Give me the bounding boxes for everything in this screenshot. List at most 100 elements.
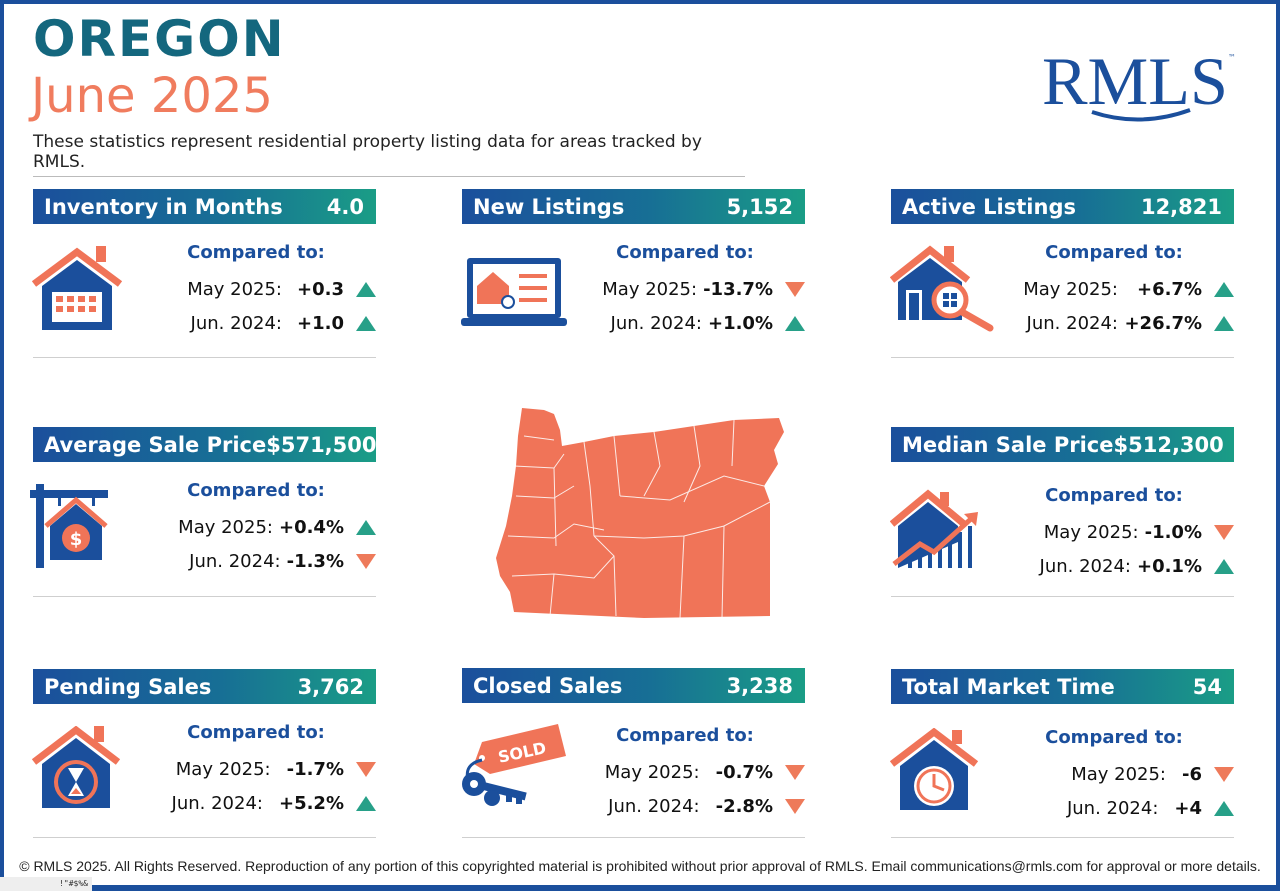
down-arrow-icon bbox=[785, 798, 805, 814]
rmls-logo: RMLS ™ bbox=[1042, 44, 1236, 122]
divider bbox=[462, 837, 805, 838]
page-description: These statistics represent residential p… bbox=[33, 132, 745, 177]
comparison-period: May 2025: bbox=[175, 758, 271, 780]
down-arrow-icon bbox=[785, 281, 805, 297]
closed-sales-header: Closed Sales 3,238 bbox=[462, 668, 805, 703]
comparison-row: May 2025: +6.7% bbox=[994, 272, 1234, 306]
comparison-change: +1.0% bbox=[707, 312, 773, 334]
average-sale-price-comparison: Compared to: May 2025: +0.4% Jun. 2024: -1… bbox=[136, 480, 376, 578]
house-hourglass-icon bbox=[32, 726, 120, 808]
up-arrow-icon bbox=[356, 315, 376, 331]
comparison-period: May 2025: bbox=[604, 761, 700, 783]
closed-sales-comparison: Compared to: May 2025: -0.7% Jun. 2024: -2… bbox=[565, 725, 805, 823]
trademark-symbol: ™ bbox=[1228, 53, 1236, 62]
house-calendar-icon bbox=[32, 246, 122, 330]
up-arrow-icon bbox=[1214, 315, 1234, 331]
comparison-row: May 2025: +0.3 bbox=[136, 272, 376, 306]
comparison-change: -13.7% bbox=[703, 278, 773, 300]
up-arrow-icon bbox=[1214, 800, 1234, 816]
comparison-row: Jun. 2024: +1.0% bbox=[565, 306, 805, 340]
active-listings-label: Active Listings bbox=[902, 194, 1076, 219]
new-listings-comparison: Compared to: May 2025: -13.7% Jun. 2024: +… bbox=[565, 242, 805, 340]
up-arrow-icon bbox=[356, 281, 376, 297]
comparison-row: May 2025: -1.0% bbox=[994, 515, 1234, 549]
down-arrow-icon bbox=[785, 764, 805, 780]
rmls-logo-text: RMLS bbox=[1042, 44, 1228, 119]
comparison-row: May 2025: +0.4% bbox=[136, 510, 376, 544]
compared-to-label: Compared to: bbox=[1045, 727, 1183, 748]
comparison-row: May 2025: -1.7% bbox=[136, 752, 376, 786]
comparison-row: Jun. 2024: -2.8% bbox=[565, 789, 805, 823]
new-listings-header: New Listings 5,152 bbox=[462, 189, 805, 224]
compared-to-label: Compared to: bbox=[1045, 242, 1183, 263]
median-sale-price-label: Median Sale Price bbox=[902, 432, 1114, 457]
comparison-period: Jun. 2024: bbox=[171, 792, 263, 814]
divider bbox=[891, 357, 1234, 358]
compared-to-label: Compared to: bbox=[187, 242, 325, 263]
pending-sales-comparison: Compared to: May 2025: -1.7% Jun. 2024: +5… bbox=[136, 722, 376, 820]
house-clock-icon bbox=[890, 728, 978, 810]
house-magnifier-icon bbox=[890, 245, 994, 332]
comparison-change: +6.7% bbox=[1136, 278, 1202, 300]
comparison-row: Jun. 2024: +26.7% bbox=[994, 306, 1234, 340]
compared-to-label: Compared to: bbox=[187, 722, 325, 743]
comparison-change: -0.7% bbox=[715, 761, 773, 783]
compared-to-label: Compared to: bbox=[616, 725, 754, 746]
pending-sales-label: Pending Sales bbox=[44, 674, 212, 699]
active-listings-comparison: Compared to: May 2025: +6.7% Jun. 2024: +2… bbox=[994, 242, 1234, 340]
comparison-row: Jun. 2024: +0.1% bbox=[994, 549, 1234, 583]
new-listings-value: 5,152 bbox=[726, 194, 793, 219]
active-listings-value: 12,821 bbox=[1140, 194, 1222, 219]
comparison-row: May 2025: -6 bbox=[994, 757, 1234, 791]
sale-sign-icon: $ bbox=[30, 484, 108, 568]
comparison-period: May 2025: bbox=[1023, 278, 1118, 300]
median-sale-price-value: $512,300 bbox=[1113, 432, 1224, 457]
comparison-change: -6 bbox=[1182, 763, 1202, 785]
down-arrow-icon bbox=[1214, 524, 1234, 540]
comparison-period: May 2025: bbox=[1071, 763, 1166, 785]
comparison-row: Jun. 2024: +4 bbox=[994, 791, 1234, 825]
comparison-period: May 2025: bbox=[178, 516, 273, 538]
oregon-county-map-icon bbox=[496, 408, 784, 619]
comparison-period: Jun. 2024: bbox=[1039, 555, 1131, 577]
comparison-period: Jun. 2024: bbox=[1066, 797, 1159, 819]
comparison-period: May 2025: bbox=[187, 278, 282, 300]
total-market-time-header: Total Market Time 54 bbox=[891, 669, 1234, 704]
inventory-label: Inventory in Months bbox=[44, 194, 283, 219]
total-market-time-comparison: Compared to: May 2025: -6 Jun. 2024: +4 bbox=[994, 727, 1234, 825]
up-arrow-icon bbox=[356, 795, 376, 811]
comparison-row: May 2025: -13.7% bbox=[565, 272, 805, 306]
comparison-change: +0.1% bbox=[1136, 555, 1202, 577]
pending-sales-header: Pending Sales 3,762 bbox=[33, 669, 376, 704]
inventory-comparison: Compared to: May 2025: +0.3 Jun. 2024: +1.… bbox=[136, 242, 376, 340]
house-growth-chart-icon bbox=[890, 489, 978, 568]
divider bbox=[33, 596, 376, 597]
down-arrow-icon bbox=[1214, 766, 1234, 782]
up-arrow-icon bbox=[356, 519, 376, 535]
page-title: OREGON bbox=[33, 10, 286, 68]
down-arrow-icon bbox=[356, 553, 376, 569]
up-arrow-icon bbox=[785, 315, 805, 331]
compared-to-label: Compared to: bbox=[616, 242, 754, 263]
comparison-period: Jun. 2024: bbox=[190, 312, 282, 334]
up-arrow-icon bbox=[1214, 281, 1234, 297]
comparison-change: -1.0% bbox=[1144, 521, 1202, 543]
comparison-change: -2.8% bbox=[715, 795, 773, 817]
inventory-value: 4.0 bbox=[326, 194, 364, 219]
average-sale-price-header: Average Sale Price $571,500 bbox=[33, 427, 377, 462]
divider bbox=[891, 596, 1234, 597]
active-listings-header: Active Listings 12,821 bbox=[891, 189, 1234, 224]
comparison-change: +1.0 bbox=[297, 312, 344, 334]
comparison-row: Jun. 2024: +5.2% bbox=[136, 786, 376, 820]
compared-to-label: Compared to: bbox=[187, 480, 325, 501]
inventory-header: Inventory in Months 4.0 bbox=[33, 189, 376, 224]
comparison-change: +4 bbox=[1174, 797, 1202, 819]
comparison-period: Jun. 2024: bbox=[608, 795, 700, 817]
page-subtitle: June 2025 bbox=[31, 68, 273, 124]
comparison-change: +0.4% bbox=[278, 516, 344, 538]
svg-text:$: $ bbox=[70, 529, 83, 550]
total-market-time-value: 54 bbox=[1192, 674, 1222, 699]
closed-sales-label: Closed Sales bbox=[473, 673, 623, 698]
laptop-listing-icon bbox=[461, 258, 567, 326]
new-listings-label: New Listings bbox=[473, 194, 625, 219]
